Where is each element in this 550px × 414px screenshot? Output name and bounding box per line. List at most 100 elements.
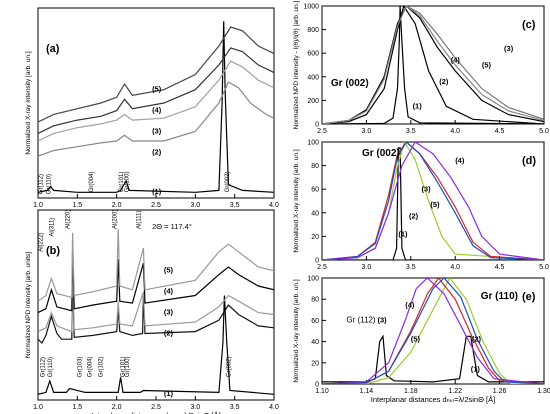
panel-label: (d)	[522, 155, 536, 167]
curve-label: (2)	[439, 77, 449, 86]
y-axis-label: Normalized NPD intensity [arb. units]	[25, 252, 32, 358]
y-tick-label: 40	[311, 339, 319, 346]
curve-label: (1)	[398, 229, 408, 238]
series-line-5	[322, 278, 544, 384]
peak-annotation: Gr(112)	[39, 174, 45, 194]
peak-label-gr112: Gr (112)	[346, 316, 376, 325]
peak-annotation: Al(200)	[113, 210, 119, 229]
series-line-3	[38, 60, 274, 142]
x-tick-label: 3.5	[406, 264, 416, 271]
curve-label: (5)	[164, 266, 174, 275]
x-tick-label: 2.0	[112, 404, 122, 411]
series-line-4	[38, 47, 274, 134]
peak-annotation: Gr(101)	[119, 172, 125, 193]
x-tick-label: 3.0	[190, 404, 200, 411]
chart-panel-e: 1.10 1.14 1.18 1.22 1.26 1.30 0 20 40 60 80 100 Norm…	[293, 276, 550, 405]
curve-label: (5)	[482, 60, 492, 69]
y-tick-label: 400	[307, 74, 319, 81]
x-tick-label: 4.0	[269, 202, 279, 209]
plot-frame	[321, 5, 545, 125]
x-tick-label: 2.0	[112, 202, 122, 209]
x-tick-label: 3.5	[230, 404, 240, 411]
x-tick-label: 1.10	[315, 388, 329, 395]
series-line-1	[322, 6, 544, 124]
x-tick-label: 3.0	[190, 202, 200, 209]
inset-text: 2Θ = 117.4°	[152, 222, 192, 231]
peak-annotation: Gr(102)	[99, 357, 105, 378]
x-tick-label: 1.0	[33, 404, 43, 411]
y-tick-label: 1000	[303, 4, 319, 11]
x-tick-label: 1.18	[404, 388, 418, 395]
y-tick-label: 80	[311, 163, 319, 170]
peak-annotation: Gr(101)	[121, 357, 127, 378]
curve-label: (1)	[471, 364, 481, 373]
y-tick-label: 40	[311, 210, 319, 217]
x-tick-label: 2.5	[317, 128, 327, 135]
x-tick-label: 4.5	[495, 128, 505, 135]
x-tick-label: 4.0	[450, 128, 460, 135]
curve-label: (4)	[405, 301, 415, 310]
curve-label: (5)	[152, 85, 162, 94]
chart-panel-b: 1.0 1.5 2.0 2.5 3.0 3.5 4.0 Normalized NPD inte…	[25, 209, 279, 414]
series-line-2	[38, 81, 274, 157]
y-tick-label: 600	[307, 51, 319, 58]
series-group	[38, 228, 274, 395]
y-tick-label: 200	[307, 98, 319, 105]
chart-panel-a: 1.0 1.5 2.0 2.5 3.0 3.5 4.0 Normalized X-ray in…	[25, 7, 279, 209]
x-axis-label: Interplanar distances dₕₖₗ=λ/2sinΘ [Å]	[371, 395, 495, 404]
y-tick-label: 0	[315, 382, 319, 389]
peak-annotation: Gr(100)	[125, 357, 131, 378]
x-tick-label: 1.14	[360, 388, 374, 395]
series-group	[38, 21, 274, 193]
x-tick-label: 1.5	[72, 404, 82, 411]
series-line-5	[322, 6, 544, 124]
curve-label: (1)	[413, 102, 423, 111]
peak-annotation: Gr(110)	[48, 357, 54, 377]
plot-frame	[321, 277, 545, 385]
panel-label: (a)	[46, 43, 60, 55]
y-tick-label: 0	[315, 122, 319, 129]
peak-annotation: Gr(110)	[47, 174, 53, 194]
x-tick-label: 4.0	[450, 264, 460, 271]
series-line-5	[38, 26, 274, 123]
panel-label: (b)	[46, 245, 60, 257]
curve-label: (4)	[451, 56, 461, 65]
x-tick-label: 2.5	[151, 404, 161, 411]
series-line-4	[322, 142, 544, 260]
curve-label: (2)	[164, 328, 174, 337]
y-tick-label: 100	[307, 276, 319, 283]
series-group	[322, 142, 544, 260]
x-tick-label: 5.0	[539, 128, 549, 135]
y-tick-label: 20	[311, 234, 319, 241]
peak-label-gr110: Gr (110)	[481, 291, 518, 302]
x-tick-label: 1.26	[493, 388, 507, 395]
peak-annotation: Al(311)	[50, 218, 56, 237]
y-tick-label: 80	[311, 297, 319, 304]
curve-label: (1)	[164, 389, 174, 398]
x-tick-label: 1.5	[72, 202, 82, 209]
peak-annotation: Gr(004)	[87, 357, 93, 378]
curve-label: (2)	[152, 147, 162, 156]
curve-label: (3)	[152, 126, 162, 135]
curve-label: (4)	[455, 156, 465, 165]
series-group	[322, 278, 544, 384]
y-tick-label: 20	[311, 360, 319, 367]
peak-annotation: Gr(112)	[40, 357, 46, 377]
x-tick-label: 2.5	[151, 202, 161, 209]
x-tick-label: 3.0	[362, 264, 372, 271]
y-axis-label: Normalized NPD intensity - I(θ)/I(θ) [ar…	[293, 1, 300, 130]
peak-annotation: Al(220)	[65, 210, 71, 229]
x-tick-label: 4.5	[495, 264, 505, 271]
curve-label: (3)	[378, 316, 388, 325]
series-line-1	[38, 295, 274, 395]
curve-label: (1)	[152, 187, 162, 196]
x-tick-label: 1.0	[33, 202, 43, 209]
series-group	[322, 6, 544, 124]
peak-annotation: Gr(002)	[227, 357, 233, 378]
x-tick-label: 5.0	[539, 264, 549, 271]
peak-annotation: Gr(004)	[89, 172, 95, 193]
series-line-2	[322, 278, 544, 384]
curve-label: (5)	[430, 200, 440, 209]
